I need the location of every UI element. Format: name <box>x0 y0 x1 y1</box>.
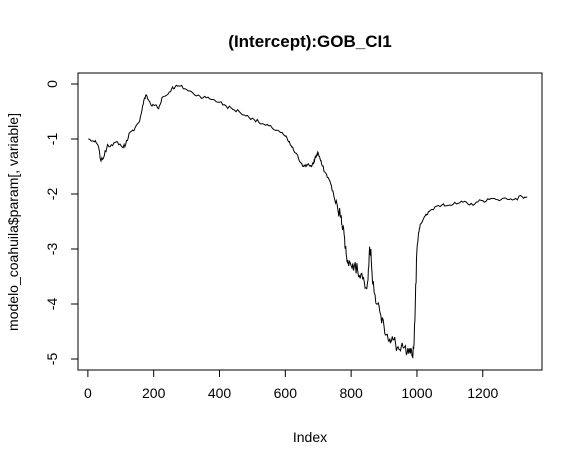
x-tick-label: 1000 <box>401 385 432 401</box>
x-tick-label: 1200 <box>467 385 498 401</box>
y-tick-label: -3 <box>44 243 60 256</box>
x-axis: 0 200 400 600 800 1000 1200 <box>84 369 499 401</box>
plot-frame <box>77 72 543 371</box>
y-tick-label: -5 <box>44 353 60 366</box>
y-tick-label: -4 <box>44 298 60 311</box>
x-axis-label: Index <box>293 429 327 445</box>
series-line <box>88 84 528 359</box>
y-tick-label: -1 <box>44 133 60 146</box>
x-tick-label: 200 <box>142 385 166 401</box>
x-tick-label: 600 <box>274 385 298 401</box>
x-tick-label: 800 <box>339 385 363 401</box>
y-tick-label: -2 <box>44 188 60 201</box>
y-axis-label: modelo_coahuila$param[, variable] <box>5 113 21 331</box>
y-tick-label: 0 <box>44 80 60 88</box>
x-tick-label: 400 <box>208 385 232 401</box>
x-tick-label: 0 <box>84 385 92 401</box>
y-axis: 0 -1 -2 -3 -4 -5 <box>44 80 79 366</box>
chart-title: (Intercept):GOB_CI1 <box>228 32 391 51</box>
